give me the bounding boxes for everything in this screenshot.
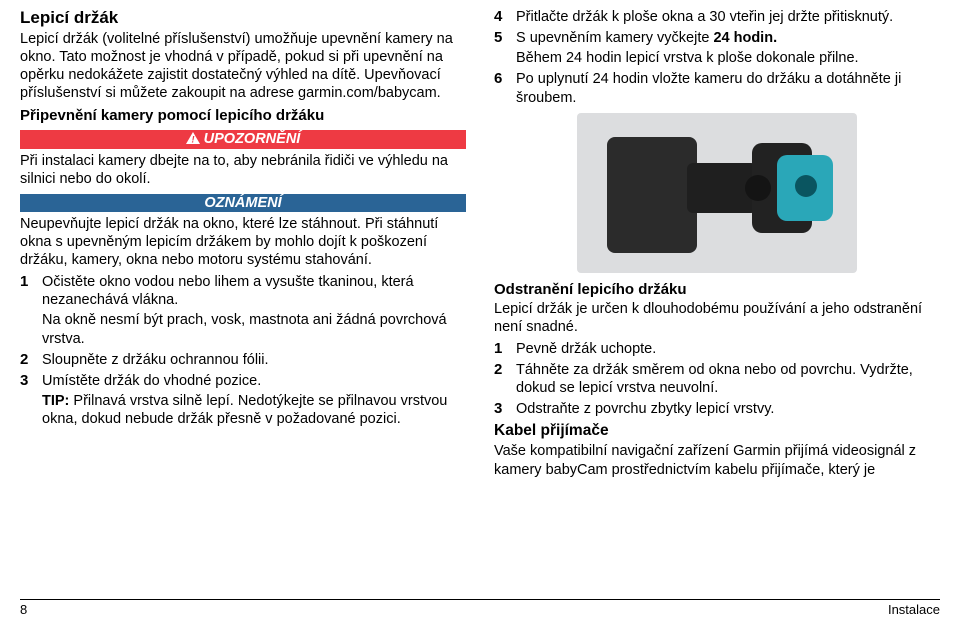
left-column: Lepicí držák Lepicí držák (volitelné pří… [20,8,466,483]
warning-banner: ! UPOZORNĚNÍ [20,130,466,149]
list-item: Očistěte okno vodou nebo lihem a vysušte… [20,273,466,348]
svg-text:!: ! [191,134,194,144]
list-item: Přitlačte držák k ploše okna a 30 vteřin… [494,8,940,26]
list-item: Sloupněte z držáku ochrannou fólii. [20,351,466,369]
section-name: Instalace [888,602,940,617]
notice-label: OZNÁMENÍ [204,195,281,211]
subsection-title: Odstranění lepicího držáku [494,281,940,298]
page-number: 8 [20,602,27,617]
tip-label: TIP: [42,393,69,409]
list-item: Pevně držák uchopte. [494,340,940,358]
install-steps-continued: Přitlačte držák k ploše okna a 30 vteřin… [494,8,940,107]
remove-steps: Pevně držák uchopte. Táhněte za držák sm… [494,340,940,419]
notice-banner: OZNÁMENÍ [20,194,466,212]
list-item: S upevněním kamery vyčkejte 24 hodin. Bě… [494,29,940,67]
page-footer: 8 Instalace [20,599,940,617]
section-title: Lepicí držák [20,8,466,28]
section-title: Kabel přijímače [494,422,940,440]
step-tip: TIP: Přilnavá vrstva silně lepí. Nedotýk… [42,392,466,428]
list-item: Umístěte držák do vhodné pozice. TIP: Př… [20,372,466,428]
product-illustration [577,113,857,273]
right-column: Přitlačte držák k ploše okna a 30 vteřin… [494,8,940,483]
list-item: Táhněte za držák směrem od okna nebo od … [494,361,940,397]
cable-paragraph: Vaše kompatibilní navigační zařízení Gar… [494,442,940,478]
list-item: Odstraňte z povrchu zbytky lepicí vrstvy… [494,400,940,418]
install-steps: Očistěte okno vodou nebo lihem a vysušte… [20,273,466,428]
step-subtext: Na okně nesmí být prach, vosk, mastnota … [42,311,466,347]
warning-icon: ! [186,132,200,148]
intro-paragraph: Lepicí držák (volitelné příslušenství) u… [20,30,466,103]
list-item: Po uplynutí 24 hodin vložte kameru do dr… [494,70,940,106]
tip-text: Přilnavá vrstva silně lepí. Nedotýkejte … [42,393,447,427]
notice-text: Neupevňujte lepicí držák na okno, které … [20,215,466,269]
warning-text: Při instalaci kamery dbejte na to, aby n… [20,152,466,188]
bold-text: 24 hodin. [713,30,777,46]
remove-intro: Lepicí držák je určen k dlouhodobému pou… [494,300,940,336]
warning-label: UPOZORNĚNÍ [204,131,301,147]
step-subtext: Během 24 hodin lepicí vrstva k ploše dok… [516,49,940,67]
step-text: Očistěte okno vodou nebo lihem a vysušte… [42,274,414,308]
step-text: Umístěte držák do vhodné pozice. [42,373,261,389]
step-text: S upevněním kamery vyčkejte [516,30,713,46]
subsection-title: Připevnění kamery pomocí lepicího držáku [20,107,466,124]
